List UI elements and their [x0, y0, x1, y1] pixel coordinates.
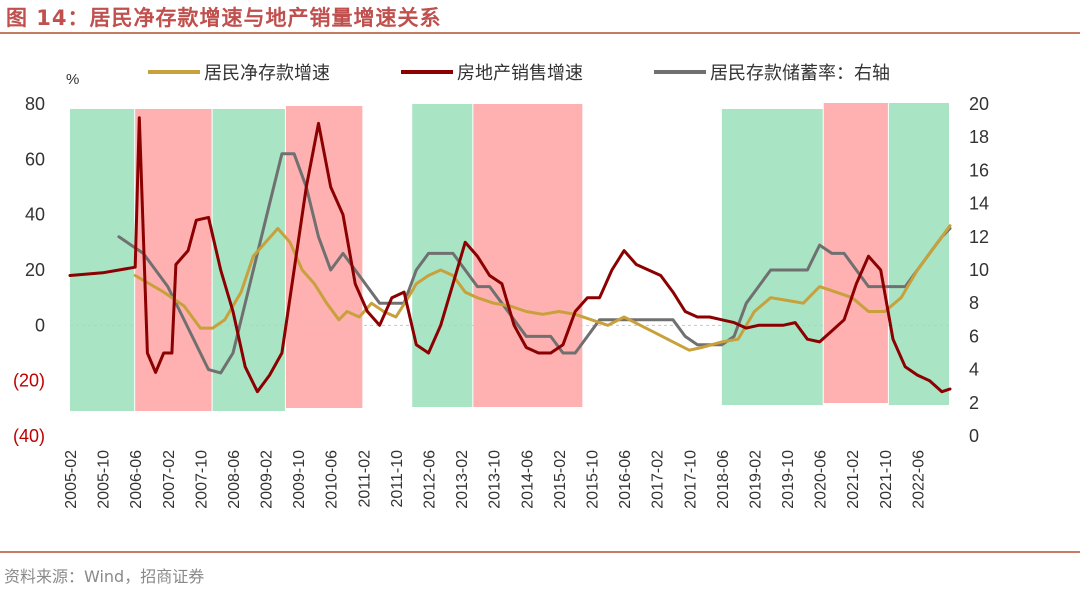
right-tick-label: 10 — [969, 260, 989, 280]
x-tick-label-group: 2007-02 — [161, 450, 178, 509]
left-tick-label: 60 — [25, 149, 45, 169]
x-tick-label: 2018-06 — [715, 450, 732, 509]
title-rule — [0, 32, 1080, 34]
x-tick-label: 2017-10 — [682, 450, 699, 509]
x-tick-label-group: 2016-06 — [617, 450, 634, 509]
figure-title: 图 14：居民净存款增速与地产销量增速关系 — [6, 6, 442, 30]
chart-axes: 806040200(20)(40)%201816141210864202005-… — [13, 71, 989, 509]
legend-label-savings: 居民存款储蓄率：右轴 — [710, 63, 890, 84]
x-tick-label: 2011-02 — [356, 450, 373, 508]
x-tick-label: 2015-02 — [552, 450, 569, 509]
chart-legend: 居民净存款增速 房地产销售增速 居民存款储蓄率：右轴 — [148, 63, 890, 84]
x-tick-label-group: 2021-10 — [878, 450, 895, 509]
x-tick-label: 2009-02 — [259, 450, 276, 509]
x-tick-label: 2021-10 — [878, 450, 895, 509]
x-tick-label: 2007-10 — [193, 450, 210, 509]
x-tick-label-group: 2005-02 — [63, 450, 80, 509]
x-tick-label: 2012-06 — [422, 450, 439, 509]
left-tick-label: 80 — [25, 94, 45, 114]
x-tick-label-group: 2022-06 — [910, 450, 927, 509]
left-tick-label: 40 — [25, 205, 45, 225]
shaded-band-green — [412, 104, 473, 407]
chart-series-lines — [68, 116, 952, 394]
x-tick-label: 2017-02 — [650, 450, 667, 509]
x-tick-label-group: 2020-06 — [813, 450, 830, 509]
shaded-band-red — [473, 104, 583, 407]
x-tick-label-group: 2014-06 — [519, 450, 536, 509]
x-tick-label-group: 2018-06 — [715, 450, 732, 509]
x-tick-label: 2021-02 — [845, 450, 862, 509]
right-tick-label: 14 — [969, 194, 989, 214]
source-rule — [0, 551, 1080, 553]
x-tick-label: 2013-10 — [487, 450, 504, 509]
x-tick-label-group: 2012-06 — [422, 450, 439, 509]
series-line-sales — [68, 116, 952, 394]
legend-label-sales: 房地产销售增速 — [457, 63, 583, 84]
x-tick-label: 2022-06 — [910, 450, 927, 509]
right-tick-label: 18 — [969, 127, 989, 147]
x-tick-label-group: 2021-02 — [845, 450, 862, 509]
x-tick-label: 2006-06 — [128, 450, 145, 509]
right-tick-label: 2 — [969, 393, 979, 413]
shaded-band-green — [888, 103, 949, 405]
left-tick-label: (20) — [13, 371, 45, 391]
x-tick-label-group: 2015-02 — [552, 450, 569, 509]
x-tick-label-group: 2013-02 — [454, 450, 471, 509]
right-tick-label: 4 — [969, 360, 979, 380]
source-note: 资料来源：Wind，招商证券 — [4, 567, 205, 586]
right-tick-label: 16 — [969, 160, 989, 180]
x-tick-label: 2007-02 — [161, 450, 178, 509]
x-tick-label-group: 2019-10 — [780, 450, 797, 509]
x-tick-label: 2009-10 — [291, 450, 308, 509]
x-tick-label-group: 2007-10 — [193, 450, 210, 509]
x-tick-label-group: 2015-10 — [584, 450, 601, 509]
x-tick-label: 2008-06 — [226, 450, 243, 509]
left-tick-label: 20 — [25, 260, 45, 280]
x-tick-label: 2014-06 — [519, 450, 536, 509]
left-tick-label: 0 — [35, 315, 45, 335]
x-tick-label-group: 2011-10 — [389, 450, 406, 508]
shaded-band-green — [70, 109, 135, 411]
right-tick-label: 20 — [969, 94, 989, 114]
right-tick-label: 0 — [969, 426, 979, 446]
x-tick-label: 2005-10 — [96, 450, 113, 509]
x-tick-label: 2019-02 — [747, 450, 764, 509]
x-tick-label: 2005-02 — [63, 450, 80, 509]
x-tick-label-group: 2005-10 — [96, 450, 113, 509]
x-tick-label-group: 2017-10 — [682, 450, 699, 509]
x-tick-label-group: 2017-02 — [650, 450, 667, 509]
right-tick-label: 8 — [969, 293, 979, 313]
x-tick-label-group: 2019-02 — [747, 450, 764, 509]
x-tick-label-group: 2006-06 — [128, 450, 145, 509]
x-tick-label: 2015-10 — [584, 450, 601, 509]
x-tick-label: 2013-02 — [454, 450, 471, 509]
x-tick-label: 2016-06 — [617, 450, 634, 509]
x-tick-label-group: 2010-06 — [324, 450, 341, 509]
x-tick-label: 2020-06 — [813, 450, 830, 509]
x-tick-label-group: 2009-02 — [259, 450, 276, 509]
series-line-savings — [117, 152, 952, 375]
x-tick-label: 2019-10 — [780, 450, 797, 509]
left-axis-unit: % — [66, 71, 79, 88]
shaded-period-bands — [70, 103, 949, 411]
x-tick-label-group: 2008-06 — [226, 450, 243, 509]
series-line-deposit — [133, 224, 952, 352]
x-tick-label-group: 2009-10 — [291, 450, 308, 509]
x-tick-label: 2011-10 — [389, 450, 406, 508]
x-tick-label-group: 2011-02 — [356, 450, 373, 508]
x-tick-label: 2010-06 — [324, 450, 341, 509]
x-tick-label-group: 2013-10 — [487, 450, 504, 509]
right-tick-label: 12 — [969, 227, 989, 247]
left-tick-label: (40) — [13, 426, 45, 446]
shaded-band-green — [212, 109, 285, 411]
legend-label-deposit: 居民净存款增速 — [204, 63, 330, 84]
right-tick-label: 6 — [969, 326, 979, 346]
shaded-band-green — [721, 109, 823, 405]
